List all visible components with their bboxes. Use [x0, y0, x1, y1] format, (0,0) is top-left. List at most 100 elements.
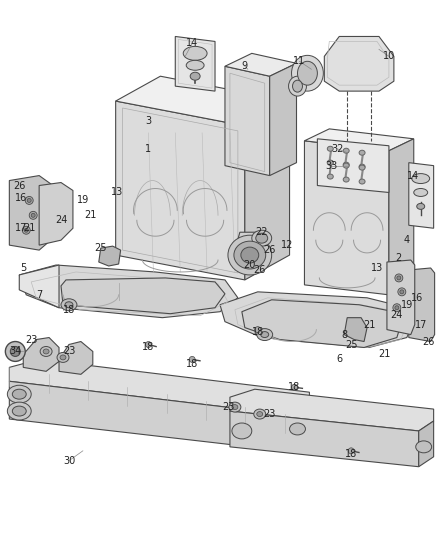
Polygon shape — [230, 389, 434, 431]
Polygon shape — [59, 342, 93, 374]
Text: 10: 10 — [383, 51, 395, 61]
Ellipse shape — [292, 384, 297, 390]
Text: 34: 34 — [9, 346, 21, 357]
Ellipse shape — [24, 228, 28, 232]
Polygon shape — [116, 76, 290, 126]
Polygon shape — [9, 381, 285, 451]
Ellipse shape — [232, 405, 238, 409]
Polygon shape — [220, 292, 414, 348]
Text: 25: 25 — [95, 243, 107, 253]
Polygon shape — [270, 63, 297, 175]
Ellipse shape — [11, 346, 20, 357]
Text: 18: 18 — [345, 449, 357, 459]
Text: 11: 11 — [293, 56, 306, 66]
Ellipse shape — [343, 163, 349, 168]
Ellipse shape — [292, 55, 323, 91]
Ellipse shape — [183, 46, 207, 60]
Text: 18: 18 — [186, 359, 198, 369]
Text: 21: 21 — [85, 211, 97, 220]
Text: 20: 20 — [244, 260, 256, 270]
Text: 13: 13 — [371, 263, 383, 273]
Text: 18: 18 — [288, 382, 300, 392]
Ellipse shape — [241, 247, 259, 263]
Text: 26: 26 — [254, 265, 266, 275]
Ellipse shape — [290, 423, 305, 435]
Text: 8: 8 — [341, 329, 347, 340]
Text: 5: 5 — [20, 263, 26, 273]
Polygon shape — [409, 268, 434, 342]
Polygon shape — [304, 141, 389, 295]
Ellipse shape — [228, 235, 272, 275]
Text: 18: 18 — [142, 343, 155, 352]
Polygon shape — [387, 260, 415, 335]
Ellipse shape — [61, 299, 77, 311]
Ellipse shape — [327, 160, 333, 165]
Text: 18: 18 — [251, 327, 264, 336]
Ellipse shape — [414, 189, 427, 197]
Text: 12: 12 — [281, 240, 294, 250]
Polygon shape — [116, 101, 245, 280]
Ellipse shape — [359, 150, 365, 155]
Text: 3: 3 — [145, 116, 152, 126]
Polygon shape — [61, 278, 225, 314]
Ellipse shape — [60, 355, 66, 360]
Ellipse shape — [343, 177, 349, 182]
Ellipse shape — [327, 160, 333, 165]
Text: 21: 21 — [378, 350, 390, 359]
Ellipse shape — [234, 241, 266, 269]
Text: 26: 26 — [264, 245, 276, 255]
Polygon shape — [242, 300, 401, 348]
Text: 17: 17 — [15, 223, 28, 233]
Ellipse shape — [293, 80, 303, 92]
Ellipse shape — [289, 76, 307, 96]
Text: 16: 16 — [15, 193, 28, 204]
Ellipse shape — [43, 349, 49, 354]
Polygon shape — [9, 175, 53, 250]
Ellipse shape — [232, 423, 252, 439]
Ellipse shape — [393, 304, 401, 312]
Polygon shape — [230, 411, 419, 467]
Ellipse shape — [257, 411, 263, 417]
Text: 1: 1 — [145, 144, 152, 154]
Text: 14: 14 — [186, 38, 198, 49]
Text: 24: 24 — [55, 215, 67, 225]
Ellipse shape — [7, 385, 31, 403]
Text: 7: 7 — [36, 290, 42, 300]
Polygon shape — [175, 36, 215, 91]
Polygon shape — [9, 359, 309, 414]
Ellipse shape — [327, 174, 333, 179]
Text: 23: 23 — [63, 346, 75, 357]
Ellipse shape — [25, 197, 33, 204]
Ellipse shape — [254, 409, 266, 419]
Text: 23: 23 — [222, 402, 234, 412]
Polygon shape — [304, 129, 414, 151]
Ellipse shape — [145, 342, 152, 348]
Text: 26: 26 — [13, 181, 25, 190]
Ellipse shape — [5, 342, 25, 361]
Text: 4: 4 — [404, 235, 410, 245]
Text: 2: 2 — [396, 253, 402, 263]
Polygon shape — [344, 318, 367, 342]
Polygon shape — [318, 139, 389, 192]
Ellipse shape — [395, 274, 403, 282]
Text: 24: 24 — [391, 310, 403, 320]
Text: 32: 32 — [331, 144, 343, 154]
Polygon shape — [99, 246, 120, 266]
Ellipse shape — [348, 448, 354, 454]
Text: 33: 33 — [325, 160, 337, 171]
Polygon shape — [285, 404, 309, 451]
Polygon shape — [23, 337, 59, 372]
Ellipse shape — [327, 146, 333, 151]
Text: 22: 22 — [255, 227, 268, 237]
Text: 17: 17 — [414, 320, 427, 329]
Ellipse shape — [255, 327, 261, 333]
Polygon shape — [235, 232, 265, 270]
Text: 23: 23 — [264, 409, 276, 419]
Ellipse shape — [40, 346, 52, 357]
Text: 26: 26 — [423, 336, 435, 346]
Polygon shape — [419, 421, 434, 467]
Ellipse shape — [416, 441, 431, 453]
Polygon shape — [409, 163, 434, 228]
Ellipse shape — [398, 288, 406, 296]
Ellipse shape — [31, 213, 35, 217]
